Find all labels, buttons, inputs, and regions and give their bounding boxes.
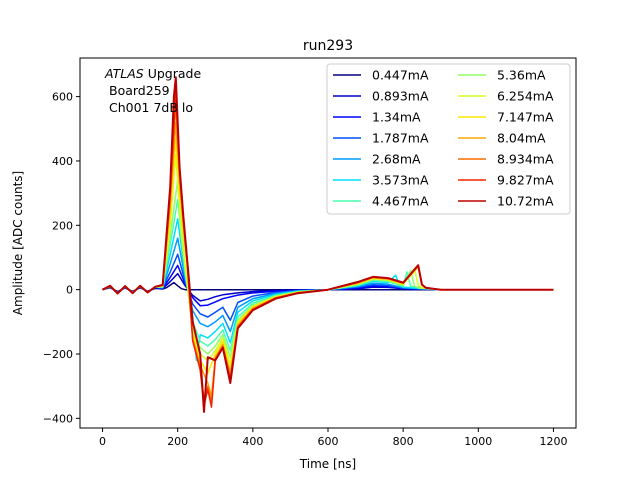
series-line-10.72mA [102, 76, 554, 413]
legend-label: 4.467mA [372, 194, 429, 209]
legend-label: 1.34mA [372, 110, 421, 125]
legend-items: 0.447mA 0.893mA 1.34mA 1.787mA 2.68mA 3.573mA… [333, 68, 554, 209]
legend-label: 0.447mA [372, 68, 429, 83]
annotation-line-3: Ch001 7dB lo [109, 100, 193, 115]
series-layer [102, 76, 554, 413]
annotation-atlas: ATLAS [104, 66, 144, 81]
legend-label: 3.573mA [372, 173, 429, 188]
annotation-upgrade: Upgrade [144, 66, 202, 81]
legend-label: 0.893mA [372, 89, 429, 104]
plot-frame [79, 57, 577, 429]
y-tick-label: 0 [66, 284, 73, 297]
x-axis-label: Time [ns] [299, 457, 356, 471]
x-tick-label: 1000 [464, 435, 492, 448]
legend-label: 8.04mA [497, 131, 546, 146]
legend-label: 9.827mA [497, 173, 554, 188]
legend-label: 7.147mA [497, 110, 554, 125]
chart-title: run293 [303, 38, 353, 54]
annotation-line-1: ATLAS Upgrade [104, 66, 201, 81]
x-tick-label: 600 [318, 435, 339, 448]
legend-label: 5.36mA [497, 68, 546, 83]
x-tick-label: 1200 [539, 435, 567, 448]
legend-label: 8.934mA [497, 152, 554, 167]
legend-label: 10.72mA [497, 194, 554, 209]
x-tick-label: 400 [242, 435, 263, 448]
legend-box [326, 63, 571, 215]
legend-label: 2.68mA [372, 152, 421, 167]
legend-label: 6.254mA [497, 89, 554, 104]
x-tick-label: 0 [99, 435, 106, 448]
atlas-annotation: ATLAS Upgrade Board259 Ch001 7dB lo [104, 66, 201, 115]
y-tick-label: 200 [52, 219, 73, 232]
x-tick-label: 200 [167, 435, 188, 448]
axis-ticks: 0 200 400 600 800 1000 1200 −400 −200 0 200 400 600 [43, 91, 568, 448]
legend: 0.447mA 0.893mA 1.34mA 1.787mA 2.68mA 3.573mA… [326, 63, 571, 215]
y-tick-label: 400 [52, 155, 73, 168]
y-tick-label: −400 [43, 412, 73, 425]
x-tick-label: 800 [393, 435, 414, 448]
annotation-line-2: Board259 [109, 83, 170, 98]
y-axis-label: Amplitude [ADC counts] [11, 171, 25, 315]
y-tick-label: −200 [43, 348, 73, 361]
y-tick-label: 600 [52, 91, 73, 104]
legend-label: 1.787mA [372, 131, 429, 146]
